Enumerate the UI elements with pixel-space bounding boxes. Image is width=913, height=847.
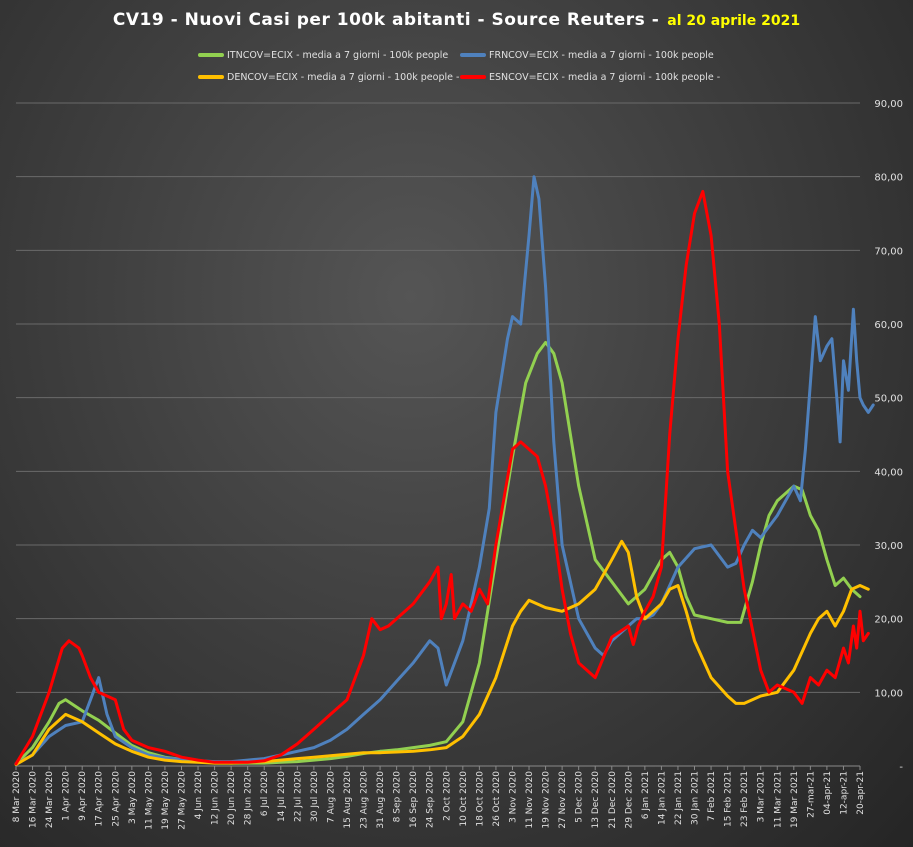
y-tick-label: 20,00 (874, 615, 903, 626)
y-tick-label: 70,00 (874, 246, 903, 257)
x-tick-label: 3 Nov 2020 (508, 771, 518, 823)
legend-label: ESNCOV=ECIX - media a 7 giorni - 100k pe… (489, 72, 720, 83)
x-tick-label: 19 May 2020 (161, 771, 171, 830)
x-tick-label: 04-apr-21 (823, 771, 833, 815)
x-tick-label: 13 Dec 2020 (591, 771, 601, 829)
x-tick-label: 1 Apr 2020 (62, 771, 72, 821)
x-tick-label: 16 Mar 2020 (29, 771, 39, 828)
y-tick-label: 80,00 (874, 173, 903, 184)
y-tick-label: 60,00 (874, 320, 903, 331)
x-tick-label: 6 Jan 2021 (641, 771, 651, 819)
series-line-4 (14, 189, 870, 766)
x-tick-label: 27 Nov 2020 (558, 771, 568, 829)
x-tick-label: 2 Oct 2020 (442, 771, 452, 821)
x-tick-label: 8 Mar 2020 (12, 771, 22, 823)
x-tick-label: 27 May 2020 (177, 771, 187, 830)
x-tick-label: 15 Aug 2020 (343, 771, 353, 829)
x-tick-label: 30 Jul 2020 (310, 771, 320, 822)
x-tick-label: 6 Jul 2020 (260, 771, 270, 816)
x-tick-label: 25 Apr 2020 (111, 771, 121, 827)
y-axis-ticks: - 10,00 20,00 30,00 40,00 50,00 60,00 70,00 80,0… (874, 99, 903, 773)
x-tick-label: 16 Sep 2020 (409, 771, 419, 828)
x-tick-label: 26 Oct 2020 (492, 771, 502, 827)
x-tick-label: 7 Feb 2021 (707, 771, 717, 821)
legend-label: ITNCOV=ECIX - media a 7 giorni - 100k pe… (227, 50, 448, 61)
x-tick-label: 22 Jan 2021 (674, 771, 684, 825)
x-tick-label: 14 Jan 2021 (657, 771, 667, 825)
x-tick-label: 4 Jun 2020 (194, 771, 204, 820)
x-tick-label: 21 Dec 2020 (608, 771, 618, 829)
y-tick-label: 50,00 (874, 394, 903, 405)
legend-label: FRNCOV=ECIX - media a 7 giorni - 100k pe… (489, 50, 714, 61)
series-line-3 (14, 539, 870, 766)
y-tick-label: - (899, 762, 903, 773)
legend: ITNCOV=ECIX - media a 7 giorni - 100k pe… (198, 50, 720, 83)
x-tick-label: 5 Dec 2020 (575, 771, 585, 823)
x-tick-label: 30 Jan 2021 (691, 771, 701, 825)
x-tick-label: 20-apr-21 (856, 771, 866, 815)
x-tick-label: 24 Sep 2020 (426, 771, 436, 828)
x-tick-label: 3 May 2020 (128, 771, 138, 824)
x-tick-label: 28 Jun 2020 (244, 771, 254, 825)
x-tick-label: 23 Feb 2021 (740, 771, 750, 827)
x-tick-label: 12-apr-21 (839, 771, 849, 815)
series-lines (14, 175, 875, 766)
chart-title-row: CV19 - Nuovi Casi per 100k abitanti - So… (0, 10, 913, 30)
x-tick-label: 19 Mar 2021 (790, 771, 800, 828)
x-tick-label: 20 Jun 2020 (227, 771, 237, 825)
x-tick-label: 17 Apr 2020 (95, 771, 105, 827)
x-tick-label: 11 Mar 2021 (773, 771, 783, 828)
x-tick-label: 15 Feb 2021 (724, 771, 734, 827)
x-tick-label: 11 May 2020 (144, 771, 154, 830)
x-tick-label: 11 Nov 2020 (525, 771, 535, 829)
x-tick-label: 3 Mar 2021 (757, 771, 767, 822)
x-tick-label: 31 Aug 2020 (376, 771, 386, 829)
x-tick-label: 9 Apr 2020 (78, 771, 88, 821)
x-tick-label: 27-mar-21 (806, 771, 816, 818)
y-tick-label: 10,00 (874, 688, 903, 699)
x-tick-label: 29 Dec 2020 (624, 771, 634, 829)
y-tick-label: 90,00 (874, 99, 903, 110)
legend-label: DENCOV=ECIX - media a 7 giorni - 100k pe… (227, 72, 459, 83)
x-tick-label: 22 Jul 2020 (293, 771, 303, 822)
chart-subtitle: al 20 aprile 2021 (667, 13, 801, 29)
x-tick-label: 7 Aug 2020 (326, 771, 336, 823)
x-tick-label: 8 Sep 2020 (393, 771, 403, 823)
x-tick-label: 24 Mar 2020 (45, 771, 55, 828)
series-line-2 (14, 175, 875, 766)
y-tick-label: 30,00 (874, 541, 903, 552)
chart-title: CV19 - Nuovi Casi per 100k abitanti - So… (112, 10, 660, 30)
x-tick-label: 19 Nov 2020 (542, 771, 552, 829)
x-tick-label: 12 Jun 2020 (211, 771, 221, 825)
x-tick-label: 23 Aug 2020 (360, 771, 370, 829)
y-tick-label: 40,00 (874, 467, 903, 478)
x-tick-label: 14 Jul 2020 (277, 771, 287, 822)
grid-lines (16, 102, 860, 767)
x-tick-label: 10 Oct 2020 (459, 771, 469, 827)
x-tick-label: 18 Oct 2020 (475, 771, 485, 827)
x-axis-ticks: 8 Mar 2020 16 Mar 2020 24 Mar 2020 1 Apr 20… (12, 766, 866, 830)
